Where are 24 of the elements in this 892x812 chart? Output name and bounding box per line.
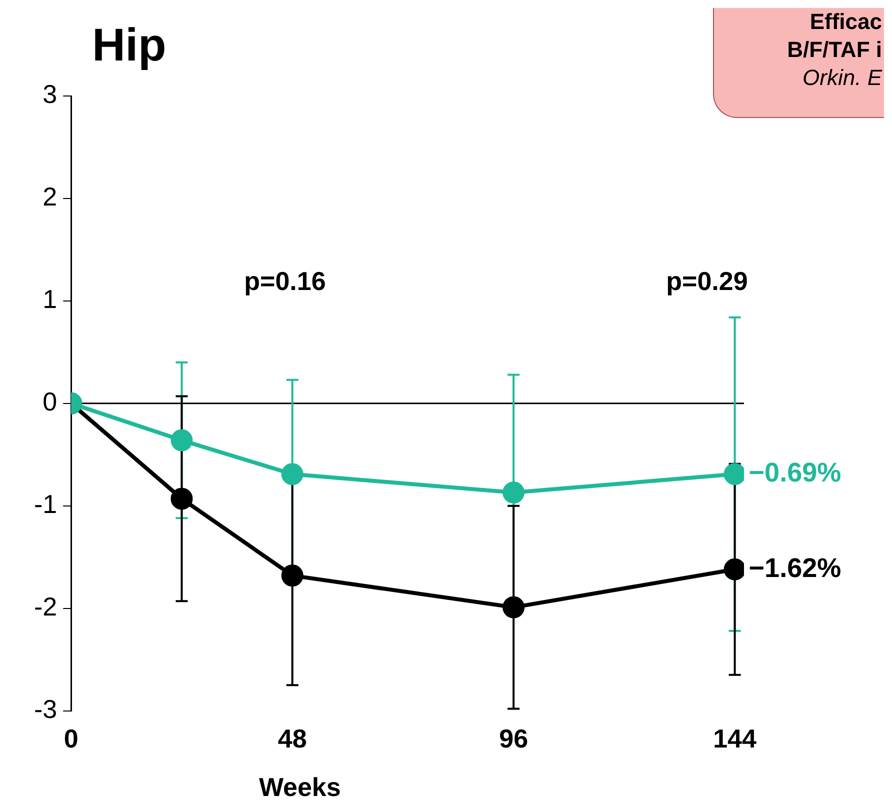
point xyxy=(502,596,525,618)
point xyxy=(502,482,525,504)
y-tick-label: -1 xyxy=(34,489,58,520)
point xyxy=(281,463,304,486)
x-tick-label: 0 xyxy=(64,724,78,754)
y-tick-label: 2 xyxy=(42,182,58,212)
annotation: p=0.16 xyxy=(243,266,327,297)
y-tick-label: 1 xyxy=(42,284,58,314)
x-tick-label: 96 xyxy=(499,724,528,754)
x-tick-label: 144 xyxy=(713,724,758,754)
point xyxy=(170,429,193,452)
x-axis-title: Weeks xyxy=(258,772,341,802)
annotation: p=0.29 xyxy=(665,266,749,297)
point xyxy=(170,488,193,510)
y-tick-label: -2 xyxy=(34,592,58,622)
data-label: −0.69% xyxy=(748,458,842,488)
y-tick-label: 0 xyxy=(42,386,58,417)
note-box: Efficac B/F/TAF i Orkin. E xyxy=(713,8,884,118)
y-tick-label: 3 xyxy=(42,79,58,110)
y-tick-label: -3 xyxy=(34,694,58,724)
x-tick-label: 48 xyxy=(278,724,307,754)
point xyxy=(281,564,304,587)
chart-title: Hip xyxy=(92,18,166,71)
data-label: −1.62% xyxy=(748,552,842,583)
